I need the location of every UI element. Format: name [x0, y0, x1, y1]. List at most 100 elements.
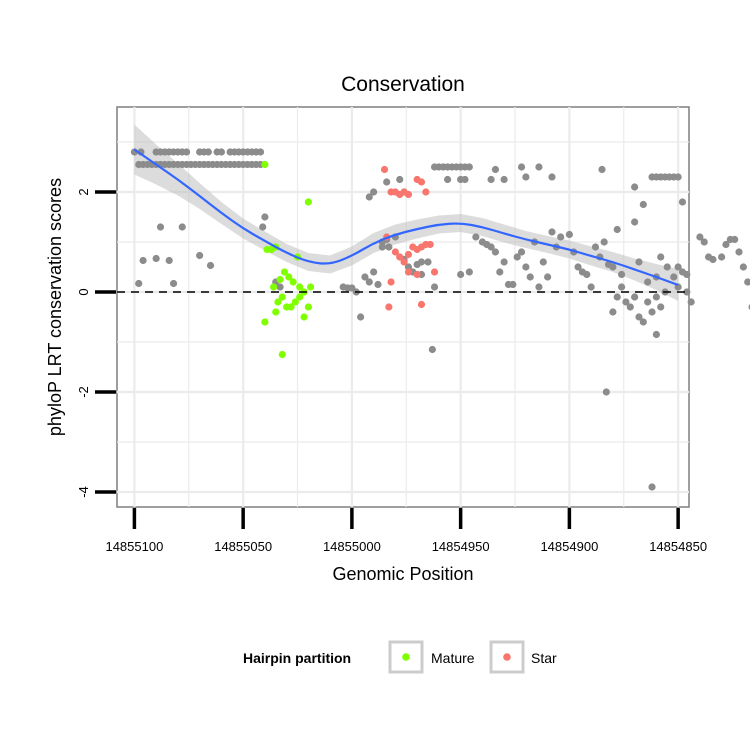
point-other [165, 256, 173, 265]
point-other [276, 283, 284, 291]
point-other [535, 163, 543, 171]
point-other [500, 258, 508, 266]
point-other [731, 235, 739, 244]
point-other [657, 253, 665, 261]
point-other [517, 163, 526, 171]
point-mature [276, 275, 284, 284]
point-other [465, 163, 473, 171]
point-other [548, 173, 556, 181]
point-other [509, 280, 517, 289]
point-other [169, 279, 178, 288]
point-other [443, 175, 452, 184]
point-other [178, 223, 186, 231]
point-other [396, 175, 404, 184]
point-other [617, 270, 626, 279]
point-other [500, 175, 508, 184]
point-other [617, 283, 626, 291]
point-other [587, 283, 595, 291]
y-tick-label: -4 [76, 486, 91, 498]
point-mature [261, 318, 269, 326]
point-other [565, 230, 573, 239]
legend-marker-mature [402, 653, 410, 661]
point-other [135, 279, 143, 288]
point-other [430, 283, 439, 291]
point-other [598, 165, 606, 174]
point-other [156, 223, 165, 231]
point-other [718, 253, 726, 261]
y-tick-label: -2 [76, 386, 91, 398]
point-mature [280, 268, 289, 276]
point-mature [278, 350, 286, 359]
point-other [461, 175, 469, 184]
point-star [430, 268, 439, 276]
point-other [657, 303, 665, 311]
axes: 14855100 14855050 14855000 14854950 14854900… [76, 188, 707, 554]
point-other [557, 233, 565, 241]
point-other [428, 345, 436, 354]
point-mature [300, 313, 308, 321]
legend-marker-star [503, 653, 511, 661]
point-other [374, 280, 382, 289]
point-other [365, 193, 373, 201]
point-other [574, 263, 582, 271]
point-other [256, 148, 265, 156]
point-other [424, 258, 432, 266]
point-other [591, 243, 600, 251]
point-mature [296, 283, 304, 291]
point-other [663, 263, 671, 271]
point-star [385, 303, 393, 311]
x-tick-label: 14855050 [214, 539, 272, 554]
smooth-line-layer [133, 148, 679, 287]
point-star [417, 178, 426, 186]
point-star [404, 190, 413, 199]
point-other [722, 240, 730, 249]
point-other [674, 173, 682, 181]
point-other [513, 253, 521, 261]
point-other [526, 273, 534, 281]
point-other [639, 318, 647, 326]
x-tick-label: 14855000 [323, 539, 381, 554]
point-other [370, 268, 378, 276]
point-mature [285, 273, 293, 281]
point-star [422, 188, 430, 196]
point-other [196, 251, 204, 260]
point-other [378, 243, 386, 251]
point-star [426, 240, 434, 249]
point-other [613, 225, 621, 234]
point-other [696, 233, 704, 241]
point-other [639, 200, 647, 209]
point-other [652, 293, 660, 301]
point-star [391, 248, 399, 256]
point-other [517, 248, 526, 256]
point-other [626, 303, 634, 311]
legend-label-star: Star [531, 650, 557, 666]
point-other [404, 263, 413, 271]
point-other [635, 313, 643, 321]
legend: Hairpin partition Mature Star [243, 640, 557, 674]
point-star [404, 250, 413, 259]
point-other [602, 388, 610, 396]
point-mature [304, 198, 312, 206]
point-other [644, 298, 652, 306]
legend-title: Hairpin partition [243, 650, 351, 666]
point-mature [287, 303, 295, 311]
y-tick-label: 0 [76, 288, 91, 295]
point-other [370, 188, 378, 196]
point-other [548, 228, 556, 236]
point-other [631, 183, 639, 191]
point-mature [278, 293, 286, 301]
point-other [491, 248, 500, 256]
point-mature [306, 283, 315, 291]
point-other [259, 223, 267, 231]
y-axis-title: phyloP LRT conservation scores [45, 178, 65, 436]
point-other [648, 483, 656, 491]
point-other [622, 298, 630, 306]
point-other [674, 263, 682, 271]
point-other [535, 283, 543, 291]
point-other [735, 248, 743, 256]
point-star [396, 253, 404, 261]
point-other [631, 218, 639, 226]
x-tick-label: 14854850 [649, 539, 707, 554]
point-star [413, 270, 421, 279]
y-tick-label: 2 [76, 188, 91, 195]
